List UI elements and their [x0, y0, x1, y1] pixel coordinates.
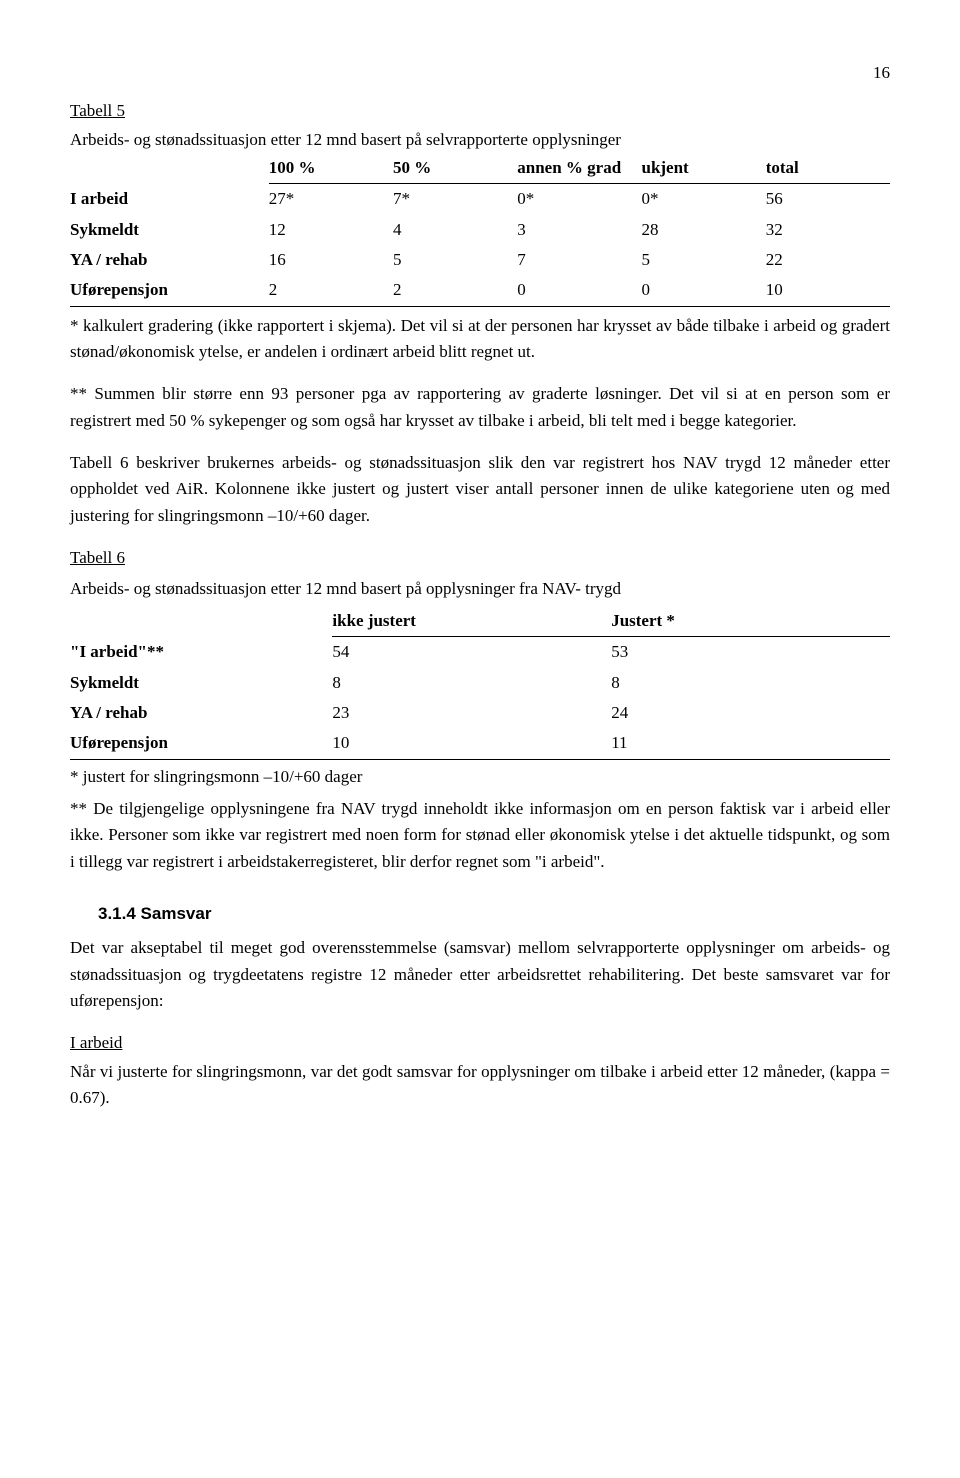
- cell: 2: [269, 275, 393, 306]
- cell: 2: [393, 275, 517, 306]
- cell: 28: [641, 215, 765, 245]
- th-100: 100 %: [269, 153, 393, 184]
- table-header-row: ikke justert Justert *: [70, 606, 890, 637]
- th-ukjent: ukjent: [641, 153, 765, 184]
- table5-caption: Arbeids- og stønadssituasjon etter 12 mn…: [70, 127, 890, 153]
- cell: 53: [611, 637, 890, 668]
- th-blank: [70, 606, 332, 637]
- table-row: Sykmeldt 8 8: [70, 668, 890, 698]
- table6-footnote2: ** De tilgjengelige opplysningene fra NA…: [70, 796, 890, 875]
- cell: 5: [641, 245, 765, 275]
- cell: YA / rehab: [70, 245, 269, 275]
- table-row: YA / rehab 23 24: [70, 698, 890, 728]
- cell: 7: [517, 245, 641, 275]
- cell: Sykmeldt: [70, 215, 269, 245]
- cell: 0*: [641, 184, 765, 215]
- cell: 22: [766, 245, 890, 275]
- th-blank: [70, 153, 269, 184]
- th-ikke-justert: ikke justert: [332, 606, 611, 637]
- cell: Uførepensjon: [70, 275, 269, 306]
- cell: 3: [517, 215, 641, 245]
- section-number: 3.1.4: [98, 904, 136, 923]
- cell: "I arbeid"**: [70, 637, 332, 668]
- cell: Sykmeldt: [70, 668, 332, 698]
- table-header-row: 100 % 50 % annen % grad ukjent total: [70, 153, 890, 184]
- table5: 100 % 50 % annen % grad ukjent total I a…: [70, 153, 890, 307]
- page-number: 16: [70, 60, 890, 86]
- cell: 56: [766, 184, 890, 215]
- cell: 0: [641, 275, 765, 306]
- table-row: Uførepensjon 10 11: [70, 728, 890, 759]
- cell: 32: [766, 215, 890, 245]
- table5-footnote2: ** Summen blir større enn 93 personer pg…: [70, 381, 890, 434]
- cell: 8: [611, 668, 890, 698]
- cell: Uførepensjon: [70, 728, 332, 759]
- cell: 5: [393, 245, 517, 275]
- cell: 0: [517, 275, 641, 306]
- th-total: total: [766, 153, 890, 184]
- table5-label: Tabell 5: [70, 98, 890, 124]
- table6-caption: Arbeids- og stønadssituasjon etter 12 mn…: [70, 576, 890, 602]
- cell: 24: [611, 698, 890, 728]
- section-sublabel: I arbeid: [70, 1030, 890, 1056]
- cell: 12: [269, 215, 393, 245]
- cell: 8: [332, 668, 611, 698]
- cell: 27*: [269, 184, 393, 215]
- cell: I arbeid: [70, 184, 269, 215]
- cell: 23: [332, 698, 611, 728]
- table6-label: Tabell 6: [70, 545, 890, 571]
- section-p2: Når vi justerte for slingringsmonn, var …: [70, 1059, 890, 1112]
- cell: 16: [269, 245, 393, 275]
- th-justert: Justert *: [611, 606, 890, 637]
- section-heading: 3.1.4 Samsvar: [98, 901, 890, 927]
- cell: 54: [332, 637, 611, 668]
- table-row: YA / rehab 16 5 7 5 22: [70, 245, 890, 275]
- section-p1: Det var akseptabel til meget god overens…: [70, 935, 890, 1014]
- th-annen: annen % grad: [517, 153, 641, 184]
- cell: 0*: [517, 184, 641, 215]
- th-50: 50 %: [393, 153, 517, 184]
- cell: YA / rehab: [70, 698, 332, 728]
- table5-footnote1: * kalkulert gradering (ikke rapportert i…: [70, 313, 890, 366]
- cell: 10: [766, 275, 890, 306]
- table6-footnote1: * justert for slingringsmonn –10/+60 dag…: [70, 764, 890, 790]
- cell: 11: [611, 728, 890, 759]
- table-row: Uførepensjon 2 2 0 0 10: [70, 275, 890, 306]
- section-title: Samsvar: [141, 904, 212, 923]
- cell: 7*: [393, 184, 517, 215]
- table-row: "I arbeid"** 54 53: [70, 637, 890, 668]
- cell: 10: [332, 728, 611, 759]
- table6: ikke justert Justert * "I arbeid"** 54 5…: [70, 606, 890, 760]
- table-row: Sykmeldt 12 4 3 28 32: [70, 215, 890, 245]
- table-row: I arbeid 27* 7* 0* 0* 56: [70, 184, 890, 215]
- paragraph-between: Tabell 6 beskriver brukernes arbeids- og…: [70, 450, 890, 529]
- cell: 4: [393, 215, 517, 245]
